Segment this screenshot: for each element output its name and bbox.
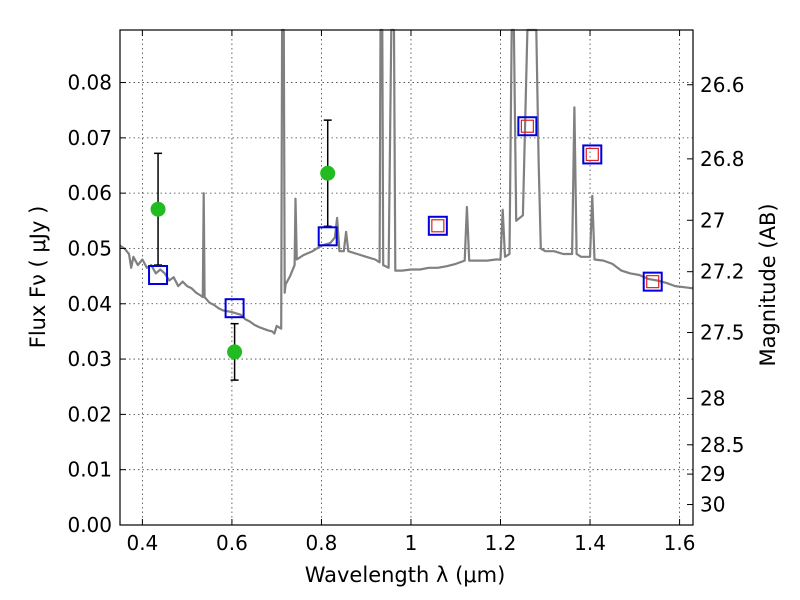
model-marker [582, 144, 603, 165]
y2-tick-label: 27.5 [700, 321, 745, 345]
y2-tick-label: 28 [700, 386, 725, 410]
y-tick-label: 0.05 [67, 236, 112, 260]
y-tick-label: 0.08 [67, 71, 112, 95]
model-marker [317, 226, 338, 247]
y-axis-ticks: 0.00 0.01 0.02 0.03 0.04 0.05 0.06 0.07 0.08 [67, 71, 126, 537]
model-photometry [148, 116, 663, 319]
observed-point [320, 165, 336, 181]
upper-limit-marker [646, 275, 660, 289]
model-spectrum [119, 28, 694, 335]
spectrum-line [119, 28, 694, 335]
y-tick-label: 0.00 [67, 513, 112, 537]
y-tick-label: 0.02 [67, 402, 112, 426]
y2-tick-label: 29 [700, 462, 725, 486]
model-marker [224, 298, 245, 319]
x-tick-label: 1 [405, 531, 418, 555]
upper-limit-marker [431, 219, 445, 233]
y2-tick-label: 28.5 [700, 433, 745, 457]
x-tick-label: 0.6 [216, 531, 248, 555]
grid [120, 30, 693, 525]
observed-point [227, 344, 243, 360]
upper-limit-markers [431, 119, 660, 289]
y-tick-label: 0.06 [67, 181, 112, 205]
x-axis-ticks: 0.4 0.6 0.8 1 1.2 1.4 1.6 [126, 30, 695, 555]
y2-tick-label: 30 [700, 493, 725, 517]
y2-tick-label: 27 [700, 208, 725, 232]
x-tick-label: 1.4 [574, 531, 606, 555]
plot-frame [119, 29, 694, 526]
x-tick-label: 0.4 [126, 531, 158, 555]
x-axis-label: Wavelength λ (μm) [305, 563, 506, 587]
y-tick-label: 0.04 [67, 292, 112, 316]
y-tick-label: 0.01 [67, 458, 112, 482]
upper-limit-marker [585, 147, 599, 162]
y2-tick-label: 26.8 [700, 147, 745, 171]
upper-limit-marker [520, 119, 534, 133]
x-tick-label: 1.2 [485, 531, 517, 555]
y-tick-label: 0.07 [67, 126, 112, 150]
model-marker [148, 265, 169, 286]
x-tick-label: 0.8 [306, 531, 338, 555]
y2-tick-label: 26.6 [700, 73, 745, 97]
y-axis-label: Flux Fν ( μJy ) [26, 206, 50, 349]
model-marker [427, 215, 448, 236]
model-marker [517, 116, 538, 137]
y2-axis-ticks: 26.6 26.8 27 27.2 27.5 28 28.5 29 30 [687, 73, 745, 517]
observed-photometry [150, 119, 336, 381]
model-marker [642, 271, 663, 292]
observed-point [150, 201, 166, 217]
y2-tick-label: 27.2 [700, 260, 745, 284]
x-tick-label: 1.6 [664, 531, 696, 555]
y2-axis-label: Magnitude (AB) [756, 203, 780, 366]
y-tick-label: 0.03 [67, 347, 112, 371]
